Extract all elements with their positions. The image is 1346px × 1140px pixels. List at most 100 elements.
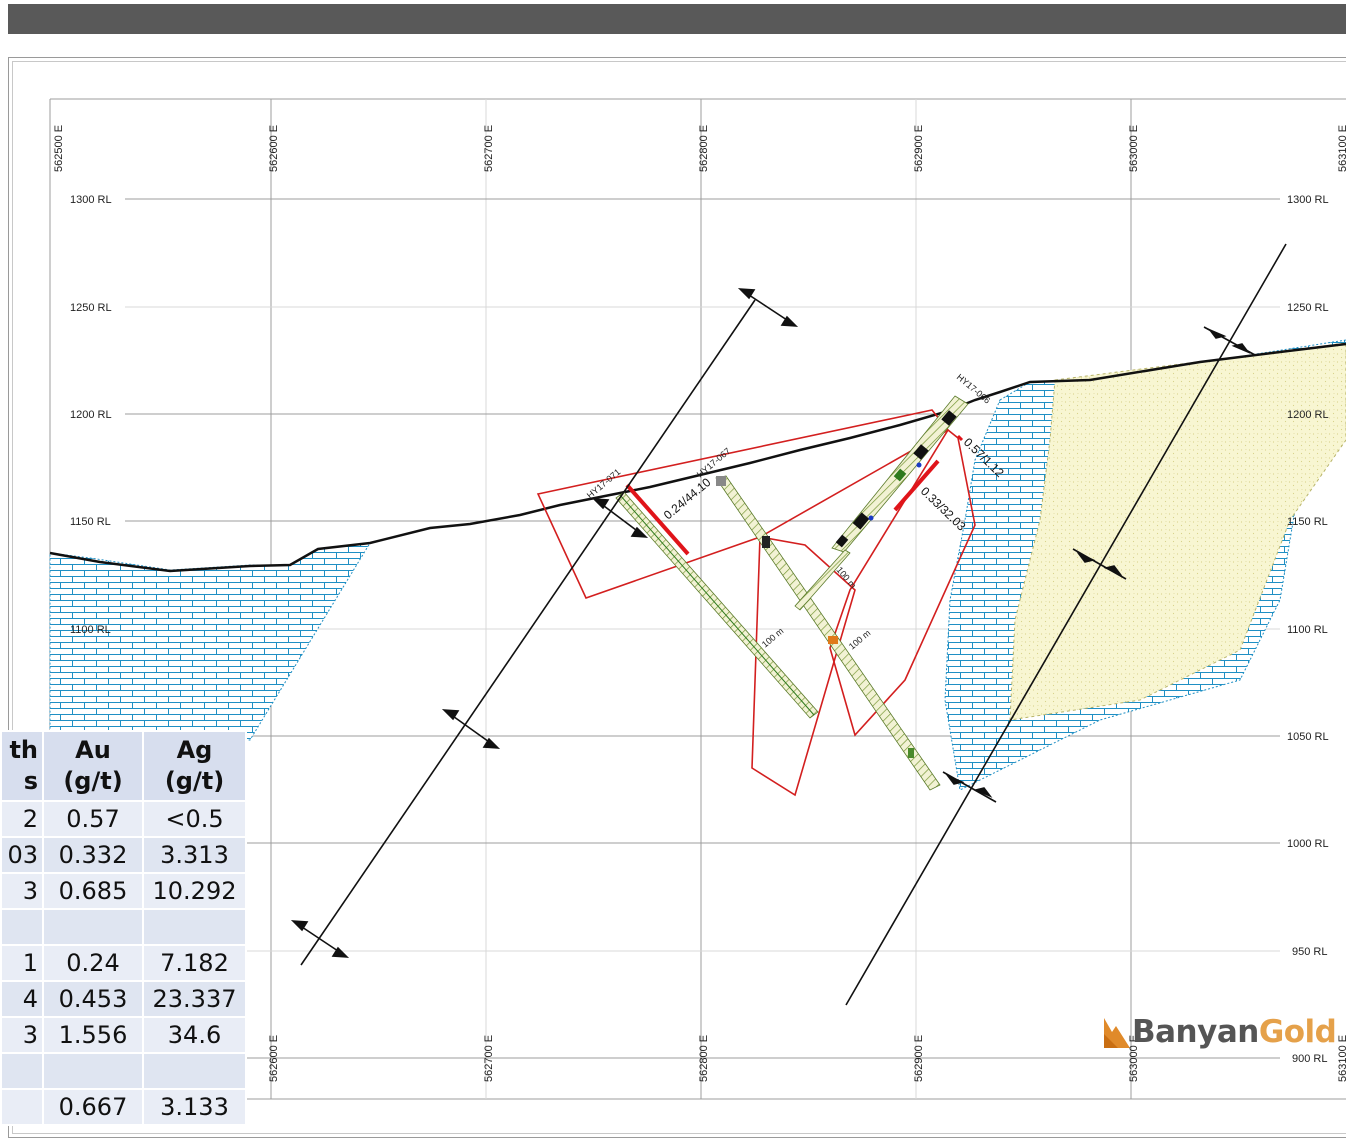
axis-arrowhead: [331, 946, 350, 958]
easting-label-top: 562500 E: [53, 125, 65, 172]
table-row: 1 0.24 7.182: [0, 944, 247, 982]
cell-au: 0.685: [42, 872, 144, 910]
sample-mark: [916, 462, 922, 468]
cell-au: 0.24: [42, 944, 144, 982]
cell-width: 3: [0, 1016, 44, 1054]
easting-label-top: 563100 E: [1337, 125, 1346, 172]
table-row: 0.667 3.133: [0, 1088, 247, 1126]
axis-arrowhead: [737, 288, 756, 300]
drillhole-hy17-067-trace: [715, 475, 941, 791]
rl-label-left: 1300 RL: [70, 194, 112, 206]
cell-au: 0.453: [42, 980, 144, 1018]
cell-width: [0, 908, 44, 946]
rl-label-left: 1200 RL: [70, 409, 112, 421]
logo-text-banyan: Banyan: [1132, 1014, 1259, 1050]
sample-mark: [893, 468, 907, 482]
logo-mark-icon: [1104, 1018, 1130, 1048]
cell-width: 3: [0, 872, 44, 910]
rl-label-right: 1150 RL: [1287, 516, 1328, 528]
column-header-au: Au (g/t): [42, 730, 144, 802]
logo-wordmark: BanyanGold: [1132, 1014, 1337, 1050]
topography-line: [49, 342, 1346, 573]
drillhole-hy17-066-trace: [794, 395, 969, 611]
sample-mark: [941, 410, 957, 426]
easting-label-top: 562600 E: [268, 125, 280, 172]
column-header-width: th s: [0, 730, 44, 802]
rl-label-right: 1300 RL: [1287, 194, 1329, 206]
axis-arrowhead: [780, 315, 799, 327]
rl-label-right: 900 RL: [1292, 1053, 1327, 1065]
cell-width: 4: [0, 980, 44, 1018]
drillhole-collar: [716, 476, 726, 486]
depth-label: 100 m: [834, 565, 858, 591]
drillhole-collar: [619, 494, 815, 716]
axis-arrowhead: [1207, 328, 1227, 339]
structure-polygon-west: [536, 409, 950, 599]
rl-label-right: 1000 RL: [1287, 838, 1329, 850]
cell-ag: <0.5: [142, 800, 247, 838]
easting-label-bottom: 563000 E: [1128, 1035, 1140, 1082]
axis-arrowhead: [973, 787, 993, 798]
easting-label-bottom: 563100 E: [1337, 1035, 1346, 1082]
drillhole-strip: [794, 549, 851, 611]
cell-ag: [142, 908, 247, 946]
axis-arrowhead: [1103, 565, 1123, 576]
rl-label-right: 1050 RL: [1287, 731, 1329, 743]
cell-au: 0.332: [42, 836, 144, 874]
axis-arrowhead: [1231, 343, 1251, 354]
table-row: 4 0.453 23.337: [0, 980, 247, 1018]
cell-ag: [142, 1052, 247, 1090]
cell-au: 0.667: [42, 1088, 144, 1126]
sample-mark: [762, 536, 770, 548]
cell-width: 03: [0, 836, 44, 874]
drillhole-hy17-071-trace: [615, 491, 819, 719]
axis-arrowhead: [945, 774, 965, 785]
column-header-au-text: Au (g/t): [63, 736, 123, 795]
axis-arrowhead: [1076, 552, 1096, 563]
fold-axes: [290, 243, 1287, 1006]
easting-label-top: 563000 E: [1128, 125, 1140, 172]
rl-label-left: 1250 RL: [70, 302, 112, 314]
column-header-ag-text: Ag (g/t): [164, 736, 225, 795]
limestone-unit-west: [49, 542, 371, 741]
assay-results-table: th s Au (g/t) Ag (g/t) 2 0.57 <0.5 03 0.332…: [0, 730, 247, 1126]
table-row: 3 1.556 34.6: [0, 1016, 247, 1054]
sample-mark: [835, 534, 849, 548]
cell-au: 1.556: [42, 1016, 144, 1054]
table-row: 3 0.685 10.292: [0, 872, 247, 910]
easting-label-top: 562700 E: [483, 125, 495, 172]
table-row: [0, 908, 247, 946]
rl-label-right: 1100 RL: [1287, 624, 1328, 636]
cell-ag: 3.133: [142, 1088, 247, 1126]
column-header-ag: Ag (g/t): [142, 730, 247, 802]
cell-ag: 23.337: [142, 980, 247, 1018]
column-header-width-text: th s: [9, 736, 38, 795]
fold-axis-east: [845, 243, 1287, 1006]
cell-ag: 3.313: [142, 836, 247, 874]
easting-label-bottom: 562800 E: [698, 1035, 710, 1082]
cell-au: 0.57: [42, 800, 144, 838]
easting-label-bottom: 562600 E: [268, 1035, 280, 1082]
sample-mark: [908, 748, 914, 758]
cell-ag: 10.292: [142, 872, 247, 910]
fold-axis-west: [300, 299, 756, 966]
table-row: 2 0.57 <0.5: [0, 800, 247, 838]
axis-marker: [599, 502, 641, 534]
axis-arrowhead: [591, 498, 610, 510]
axis-arrowhead: [630, 526, 649, 538]
cell-au: [42, 1052, 144, 1090]
map-frame: [8, 57, 1346, 1138]
drillhole-strip: [715, 475, 941, 791]
cell-ag: 34.6: [142, 1016, 247, 1054]
sediment-unit: [1009, 342, 1346, 721]
sample-mark: [852, 512, 870, 530]
rl-label-right: 1250 RL: [1287, 302, 1329, 314]
banyan-gold-logo: BanyanGold: [1102, 1014, 1337, 1054]
axis-marker: [298, 924, 342, 954]
axis-marker: [745, 292, 791, 323]
cell-ag: 7.182: [142, 944, 247, 982]
table-row: 03 0.332 3.313: [0, 836, 247, 874]
cell-width: 2: [0, 800, 44, 838]
table-row: [0, 1052, 247, 1090]
